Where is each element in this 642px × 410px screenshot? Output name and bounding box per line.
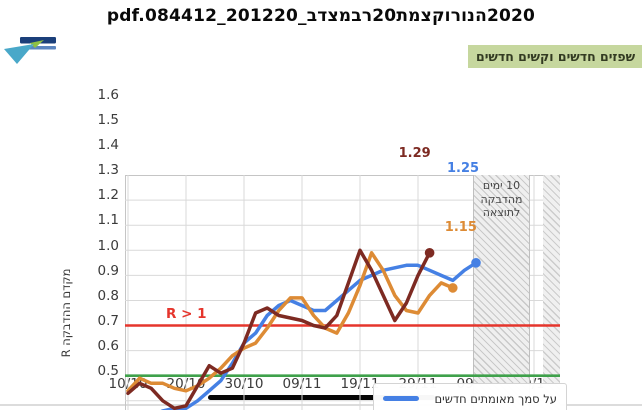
series-end-dot-1 [448,283,458,293]
series-line-2 [126,248,432,410]
y-tick-label: 1.0 [97,237,119,254]
lag-label-line1: 10 ימים [482,179,521,192]
chart-series [125,248,560,410]
right-edge-hatch [543,175,560,410]
hatched-lag-region: 10 ימים מהדבקה לתוצאה [473,175,530,410]
y-tick-label: 0.9 [97,262,119,279]
end-value-label-2: 1.29 [398,145,431,161]
r-coefficient-chart: מקדם ההדבקה R 10 ימים מהדבקה לתוצאה R > … [0,80,642,410]
y-tick-label: 1.2 [97,187,119,204]
series-line-0 [160,261,478,410]
legend-swatch-confirmed [383,396,419,401]
y-tick-label: 1.3 [97,162,119,179]
lag-label-line2: מהדבקה [480,192,523,206]
r-greater-than-1-label: R > 1 [166,306,207,322]
series-line-1 [126,251,455,393]
bottom-separator [0,404,642,406]
y-tick-label: 1.5 [97,112,119,129]
series-end-dot-2 [424,248,435,258]
y-axis-title: מקדם ההדבקה R [59,268,73,358]
lag-label-line3: לתוצאה [482,206,521,219]
legend-item-confirmed: על סמך מאומתים חדשים [381,391,557,406]
underline-bar [208,395,435,400]
legend-item-hospitalized: על סמך מאושפזים חדשים [381,408,557,410]
topic-banner: שפזים חדשים וקשים חדשים [468,45,642,68]
y-tick-label: 1.1 [97,212,119,229]
y-tick-label: 1.4 [97,137,119,154]
document-title: pdf.084412_201220_בדצמבר20תמצקורונה2020 [106,6,536,26]
legend-label-hospitalized: על סמך מאושפזים חדשים [429,409,557,410]
legend: על סמך מאומתים חדשים על סמך מאושפזים חדש… [373,383,567,410]
y-tick-label: 1.6 [97,87,119,103]
ministry-logo [2,36,58,68]
end-value-label-0: 1.25 [447,160,480,176]
ministry-logo-arrow-icon [4,37,56,64]
y-tick-label: 0.8 [97,287,119,304]
end-value-label-1: 1.15 [444,219,477,235]
series-end-dot-0 [471,258,481,268]
y-tick-label: 0.7 [97,312,119,329]
legend-label-confirmed: על סמך מאומתים חדשים [434,391,558,406]
y-tick-label: 0.5 [97,363,119,379]
y-tick-label: 0.6 [97,337,119,354]
